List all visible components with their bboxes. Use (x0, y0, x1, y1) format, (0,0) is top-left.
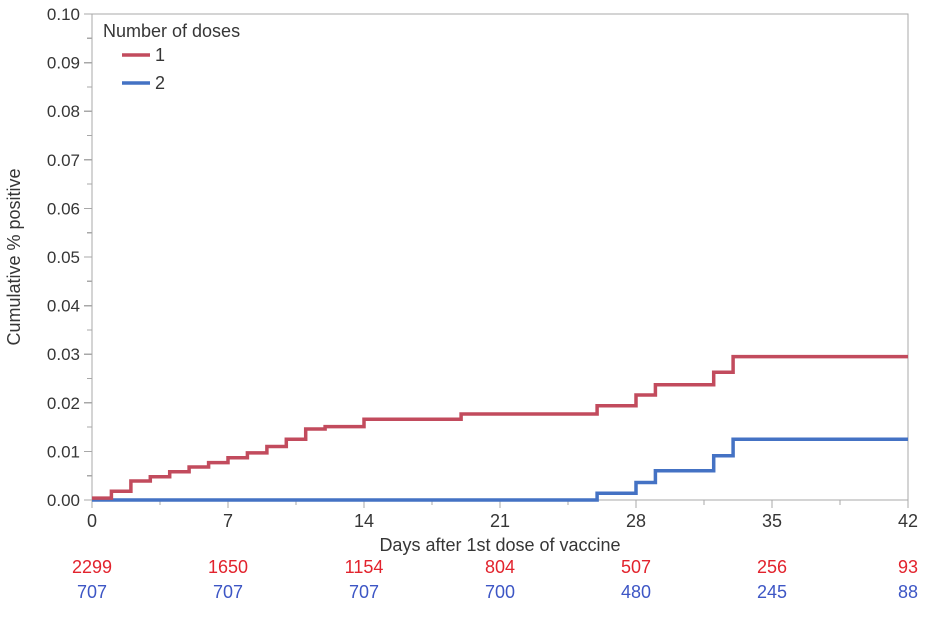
at-risk-count-dose-2: 707 (349, 582, 379, 602)
at-risk-count-dose-1: 1154 (345, 557, 384, 577)
at-risk-count-dose-1: 804 (485, 557, 515, 577)
legend: Number of doses 1 2 (103, 21, 240, 93)
plot-frame (91, 13, 909, 501)
y-tick-label: 0.01 (47, 442, 80, 461)
at-risk-count-dose-2: 88 (898, 582, 918, 602)
series-line-dose-1 (92, 354, 908, 500)
y-tick-label: 0.08 (47, 102, 80, 121)
y-tick-label: 0.03 (47, 345, 80, 364)
series-line-dose-2 (92, 437, 908, 502)
y-tick-label: 0.06 (47, 199, 80, 218)
at-risk-count-dose-2: 707 (213, 582, 243, 602)
at-risk-count-dose-1: 507 (621, 557, 651, 577)
x-tick-label: 42 (898, 511, 918, 531)
y-tick-label: 0.05 (47, 248, 80, 267)
x-tick-label: 35 (762, 511, 782, 531)
y-tick-label: 0.09 (47, 54, 80, 73)
legend-title: Number of doses (103, 21, 240, 41)
y-tick-label: 0.07 (47, 151, 80, 170)
x-tick-label: 28 (626, 511, 646, 531)
at-risk-count-dose-2: 480 (621, 582, 651, 602)
y-axis-title: Cumulative % positive (4, 168, 24, 345)
legend-label-dose-2: 2 (155, 73, 165, 93)
at-risk-count-dose-1: 2299 (72, 557, 112, 577)
at-risk-count-dose-2: 707 (77, 582, 107, 602)
y-tick-label: 0.02 (47, 394, 80, 413)
legend-label-dose-1: 1 (155, 45, 165, 65)
at-risk-count-dose-1: 1650 (208, 557, 248, 577)
x-tick-label: 21 (490, 511, 510, 531)
y-tick-label: 0.04 (47, 297, 80, 316)
at-risk-count-dose-2: 700 (485, 582, 515, 602)
x-tick-label: 14 (354, 511, 374, 531)
x-axis-title: Days after 1st dose of vaccine (379, 535, 620, 555)
y-tick-label: 0.00 (47, 491, 80, 510)
x-tick-label: 7 (223, 511, 233, 531)
at-risk-count-dose-1: 93 (898, 557, 918, 577)
at-risk-count-dose-1: 256 (757, 557, 787, 577)
at-risk-count-dose-2: 245 (757, 582, 787, 602)
y-tick-label: 0.10 (47, 5, 80, 24)
x-tick-label: 0 (87, 511, 97, 531)
